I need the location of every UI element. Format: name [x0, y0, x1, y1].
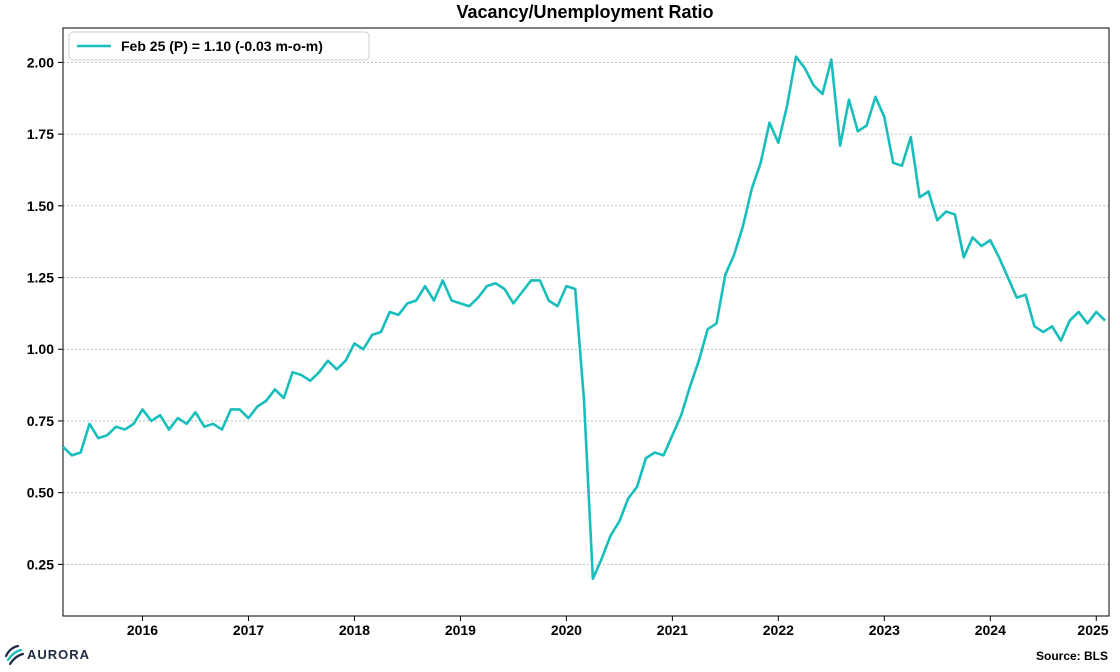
x-tick-label: 2017 — [233, 622, 264, 638]
grid-lines — [63, 62, 1109, 565]
legend-box — [68, 31, 370, 61]
x-tick-label: 2020 — [551, 622, 582, 638]
x-tick-label: 2025 — [1077, 622, 1108, 638]
x-tick-label: 2023 — [869, 622, 900, 638]
x-tick-label: 2019 — [445, 622, 476, 638]
legend-label: Feb 25 (P) = 1.10 (-0.03 m-o-m) — [121, 38, 323, 54]
x-axis: 2016 2017 2018 2019 2020 2021 2022 2023 2024 2025 — [127, 616, 1109, 638]
y-axis: 0.25 0.50 0.75 1.00 1.25 1.50 1.75 2.00 — [27, 54, 63, 572]
y-tick-label: 0.50 — [27, 485, 54, 501]
x-tick-label: 2018 — [339, 622, 370, 638]
y-tick-label: 1.00 — [27, 341, 54, 357]
x-tick-label: 2016 — [127, 622, 158, 638]
y-tick-label: 0.75 — [27, 413, 54, 429]
y-tick-label: 2.00 — [27, 54, 54, 70]
series-line — [62, 55, 1106, 581]
legend: Feb 25 (P) = 1.10 (-0.03 m-o-m) — [68, 31, 370, 61]
logo-text: AURORA — [27, 647, 90, 662]
x-tick-label: 2022 — [763, 622, 794, 638]
y-tick-label: 1.25 — [27, 270, 54, 286]
source-note: Source: BLS — [1036, 649, 1108, 663]
aurora-logo-icon — [4, 644, 25, 666]
y-tick-label: 0.25 — [27, 556, 54, 572]
logo: AURORA — [4, 644, 90, 666]
y-tick-label: 1.50 — [27, 198, 54, 214]
chart-title: Vacancy/Unemployment Ratio — [456, 2, 713, 22]
x-tick-label: 2021 — [657, 622, 688, 638]
x-tick-label: 2024 — [975, 622, 1006, 638]
y-tick-label: 1.75 — [27, 126, 54, 142]
plot-frame — [62, 27, 1110, 617]
